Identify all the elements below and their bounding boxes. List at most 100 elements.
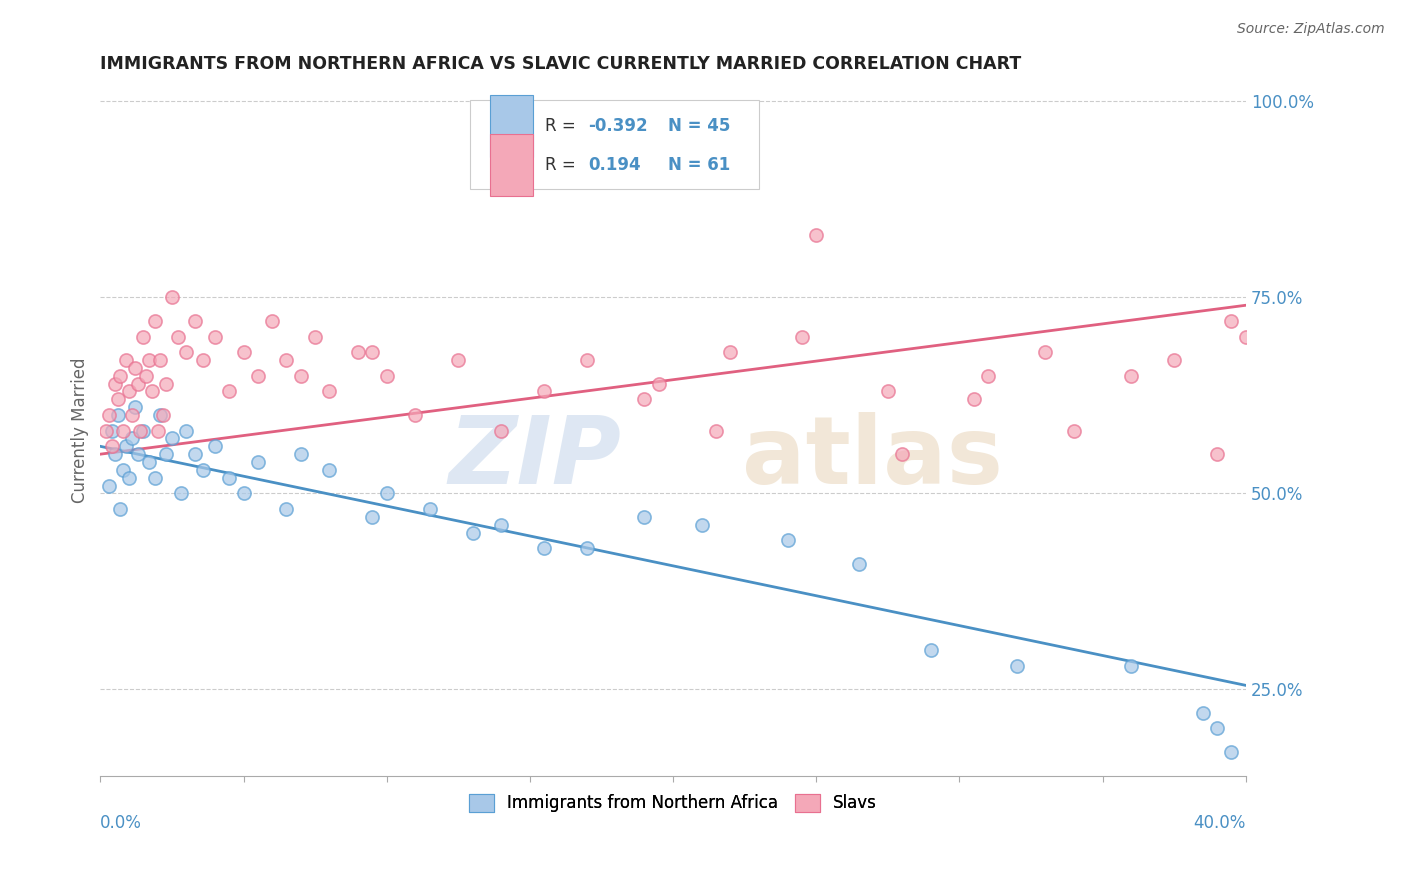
Point [232,345,254,359]
Text: N = 61: N = 61 [668,156,731,174]
Point [704,424,727,438]
Point [1206,447,1229,461]
Point [166,329,188,343]
Point [146,424,169,438]
Point [576,353,599,368]
Point [141,384,163,399]
Point [1121,368,1143,383]
Point [246,368,269,383]
Point [533,384,555,399]
Point [121,408,143,422]
Point [891,447,914,461]
Point [169,486,191,500]
Point [97,478,120,492]
Point [776,533,799,548]
Point [533,541,555,556]
Point [112,463,135,477]
Point [160,432,183,446]
Point [404,408,426,422]
Text: ZIP: ZIP [449,412,621,504]
Point [124,361,146,376]
Point [218,471,240,485]
Point [318,463,340,477]
Point [1163,353,1185,368]
Point [920,643,942,657]
Point [149,408,172,422]
Point [246,455,269,469]
Text: R =: R = [544,117,575,136]
Point [101,424,124,438]
Point [963,392,986,407]
Point [806,227,828,242]
FancyBboxPatch shape [471,100,759,189]
Point [97,408,120,422]
Point [848,557,870,571]
Point [104,447,127,461]
Point [174,424,197,438]
Point [276,353,298,368]
Text: R =: R = [544,156,575,174]
Point [576,541,599,556]
Point [204,329,226,343]
FancyBboxPatch shape [489,95,533,157]
Point [107,392,129,407]
FancyBboxPatch shape [489,134,533,196]
Point [104,376,127,391]
Point [204,439,226,453]
Point [218,384,240,399]
Point [143,471,166,485]
Point [101,439,124,453]
Point [375,486,398,500]
Point [1220,314,1243,328]
Point [127,376,149,391]
Point [1005,658,1028,673]
Point [461,525,484,540]
Text: Source: ZipAtlas.com: Source: ZipAtlas.com [1237,22,1385,37]
Point [633,392,655,407]
Point [149,353,172,368]
Point [193,353,215,368]
Point [138,455,160,469]
Point [132,329,155,343]
Point [1206,722,1229,736]
Point [138,353,160,368]
Point [1220,745,1243,759]
Point [127,447,149,461]
Point [304,329,326,343]
Point [790,329,813,343]
Point [290,368,312,383]
Point [491,424,513,438]
Y-axis label: Currently Married: Currently Married [72,358,89,503]
Point [876,384,898,399]
Point [419,502,441,516]
Point [290,447,312,461]
Point [193,463,215,477]
Point [115,439,138,453]
Point [174,345,197,359]
Point [361,509,384,524]
Point [110,368,132,383]
Point [118,471,141,485]
Point [160,290,183,304]
Point [132,424,155,438]
Point [135,368,157,383]
Point [648,376,671,391]
Point [124,400,146,414]
Point [491,517,513,532]
Point [143,314,166,328]
Text: atlas: atlas [742,412,1002,504]
Text: 0.194: 0.194 [588,156,641,174]
Point [115,353,138,368]
Point [375,368,398,383]
Text: -0.392: -0.392 [588,117,648,136]
Point [276,502,298,516]
Point [110,502,132,516]
Point [1121,658,1143,673]
Point [318,384,340,399]
Text: 0.0%: 0.0% [100,814,142,832]
Legend: Immigrants from Northern Africa, Slavs: Immigrants from Northern Africa, Slavs [463,787,884,819]
Point [184,314,207,328]
Point [347,345,370,359]
Point [633,509,655,524]
Point [690,517,713,532]
